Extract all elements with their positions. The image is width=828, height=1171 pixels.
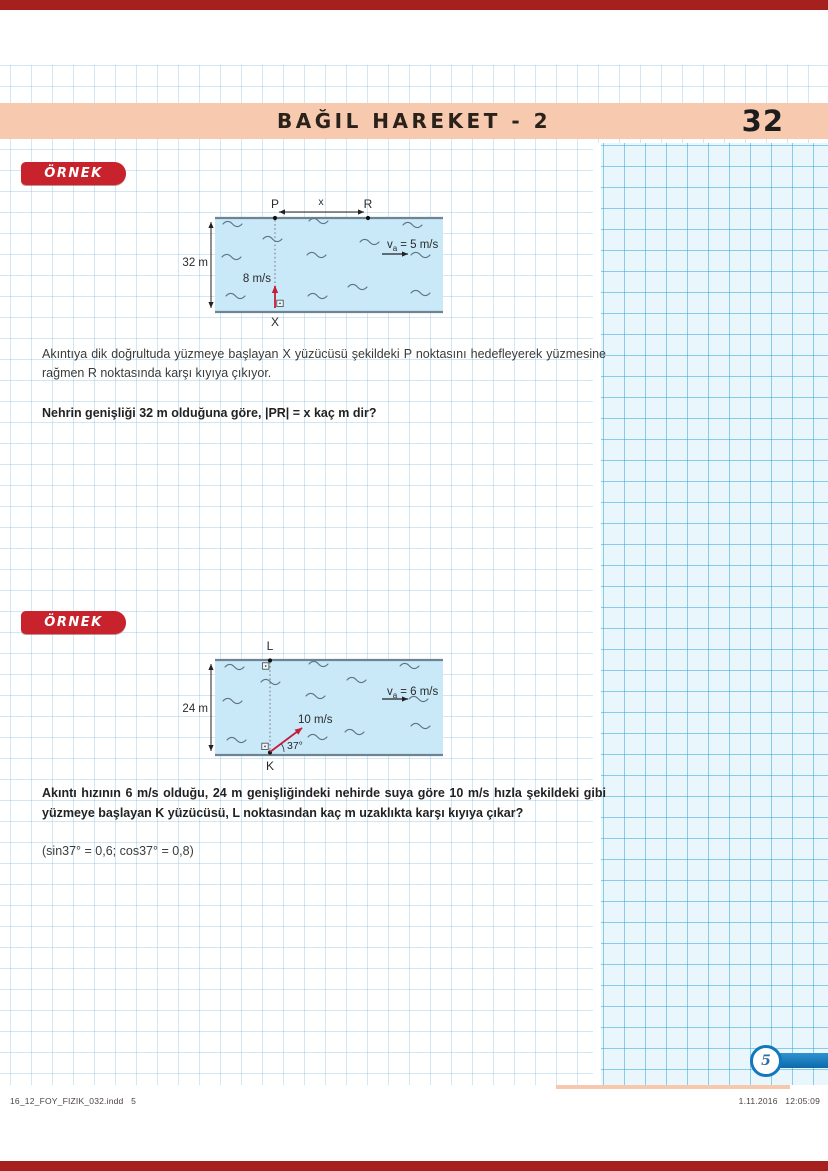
water-wave-icon [226, 736, 247, 744]
river-water [215, 218, 443, 312]
point-r-label: R [364, 197, 373, 211]
water-wave-icon [344, 728, 365, 736]
water-wave-icon [410, 289, 431, 297]
river-width-label: 24 m [182, 703, 208, 715]
water-wave-icon [307, 733, 328, 741]
right-angle-dot-top [264, 665, 267, 667]
swimmer-velocity-arrow [269, 727, 303, 753]
gap-x-label: x [318, 196, 324, 208]
water-wave-icon [221, 253, 242, 261]
column-bottom-strip [556, 1085, 790, 1089]
water-wave-icon [260, 678, 281, 686]
footer-timestamp: 1.11.2016 12:05:09 [738, 1096, 820, 1106]
example-banner-2: ÖRNEK [21, 611, 126, 634]
cyan-grid-column [601, 143, 828, 1085]
point-p-dot [272, 215, 278, 221]
question-emphasis: Akıntı hızının 6 m/s olduğu, 24 m genişl… [42, 786, 606, 820]
water-wave-icon [222, 697, 243, 705]
water-wave-icon [222, 220, 243, 228]
point-l-label: L [267, 639, 274, 653]
bottom-bleed-bar [0, 1161, 828, 1171]
current-speed-label: va = 6 m/s [387, 686, 438, 700]
question-emphasis: Nehrin genişliği 32 m olduğuna göre, |PR… [42, 406, 377, 420]
water-wave-icon [308, 217, 329, 225]
water-wave-icon [410, 722, 431, 730]
water-wave-icon [347, 283, 368, 291]
swim-speed-label: 8 m/s [243, 273, 271, 285]
river-width-label: 32 m [182, 257, 208, 269]
top-bleed-bar [0, 0, 828, 10]
river-diagram-2: 24 m L K 10 m/s 37° va = 6 m/s [182, 639, 443, 773]
water-wave-icon [308, 660, 329, 668]
water-wave-icon [402, 221, 423, 229]
water-wave-icon [305, 692, 326, 700]
water-wave-icon [408, 695, 429, 703]
header-band: BAĞIL HAREKET - 2 32 [0, 103, 828, 139]
lesson-number: 32 [741, 104, 784, 138]
footer-file-name: 16_12_FOY_FIZIK_032.indd 5 [10, 1096, 137, 1106]
water-wave-icon [307, 292, 328, 300]
question-block-2: Akıntı hızının 6 m/s olduğu, 24 m genişl… [42, 783, 606, 861]
example-banner-1: ÖRNEK [21, 162, 126, 185]
river-diagram-1: 32 m P R x 8 m/s X va = 5 m/s [182, 196, 443, 329]
example-banner-label: ÖRNEK [44, 166, 103, 181]
angle-label: 37° [287, 740, 303, 752]
point-l-dot [267, 658, 273, 663]
water-wave-icon [346, 676, 367, 684]
right-angle-dot [279, 302, 281, 305]
swim-speed-label: 10 m/s [298, 714, 333, 726]
hint-text: (sin37° = 0,6; cos37° = 0,8) [42, 844, 194, 858]
example-banner-label: ÖRNEK [44, 615, 103, 630]
question-text: Akıntıya dik doğrultuda yüzmeye başlayan… [42, 347, 606, 380]
water-wave-icon [306, 251, 327, 259]
current-speed-label: va = 5 m/s [387, 239, 438, 253]
point-k-label: K [266, 759, 274, 773]
point-r-dot [365, 215, 371, 221]
water-wave-icon [224, 663, 245, 671]
water-wave-icon [359, 238, 380, 246]
point-p-label: P [271, 197, 279, 211]
point-x-label: X [271, 315, 279, 329]
water-wave-icon [399, 662, 420, 670]
water-wave-icon [225, 292, 246, 300]
river-water [215, 660, 443, 755]
water-wave-icon [410, 251, 431, 259]
page-number-badge: 5 [750, 1045, 782, 1077]
right-angle-dot-bottom [264, 745, 266, 748]
page-number: 5 [761, 1053, 771, 1069]
column-gutter [593, 143, 601, 1085]
water-wave-icon [262, 235, 283, 243]
angle-arc [280, 743, 285, 753]
question-block-1: Akıntıya dik doğrultuda yüzmeye başlayan… [42, 345, 606, 423]
page-title: BAĞIL HAREKET - 2 [276, 109, 551, 133]
